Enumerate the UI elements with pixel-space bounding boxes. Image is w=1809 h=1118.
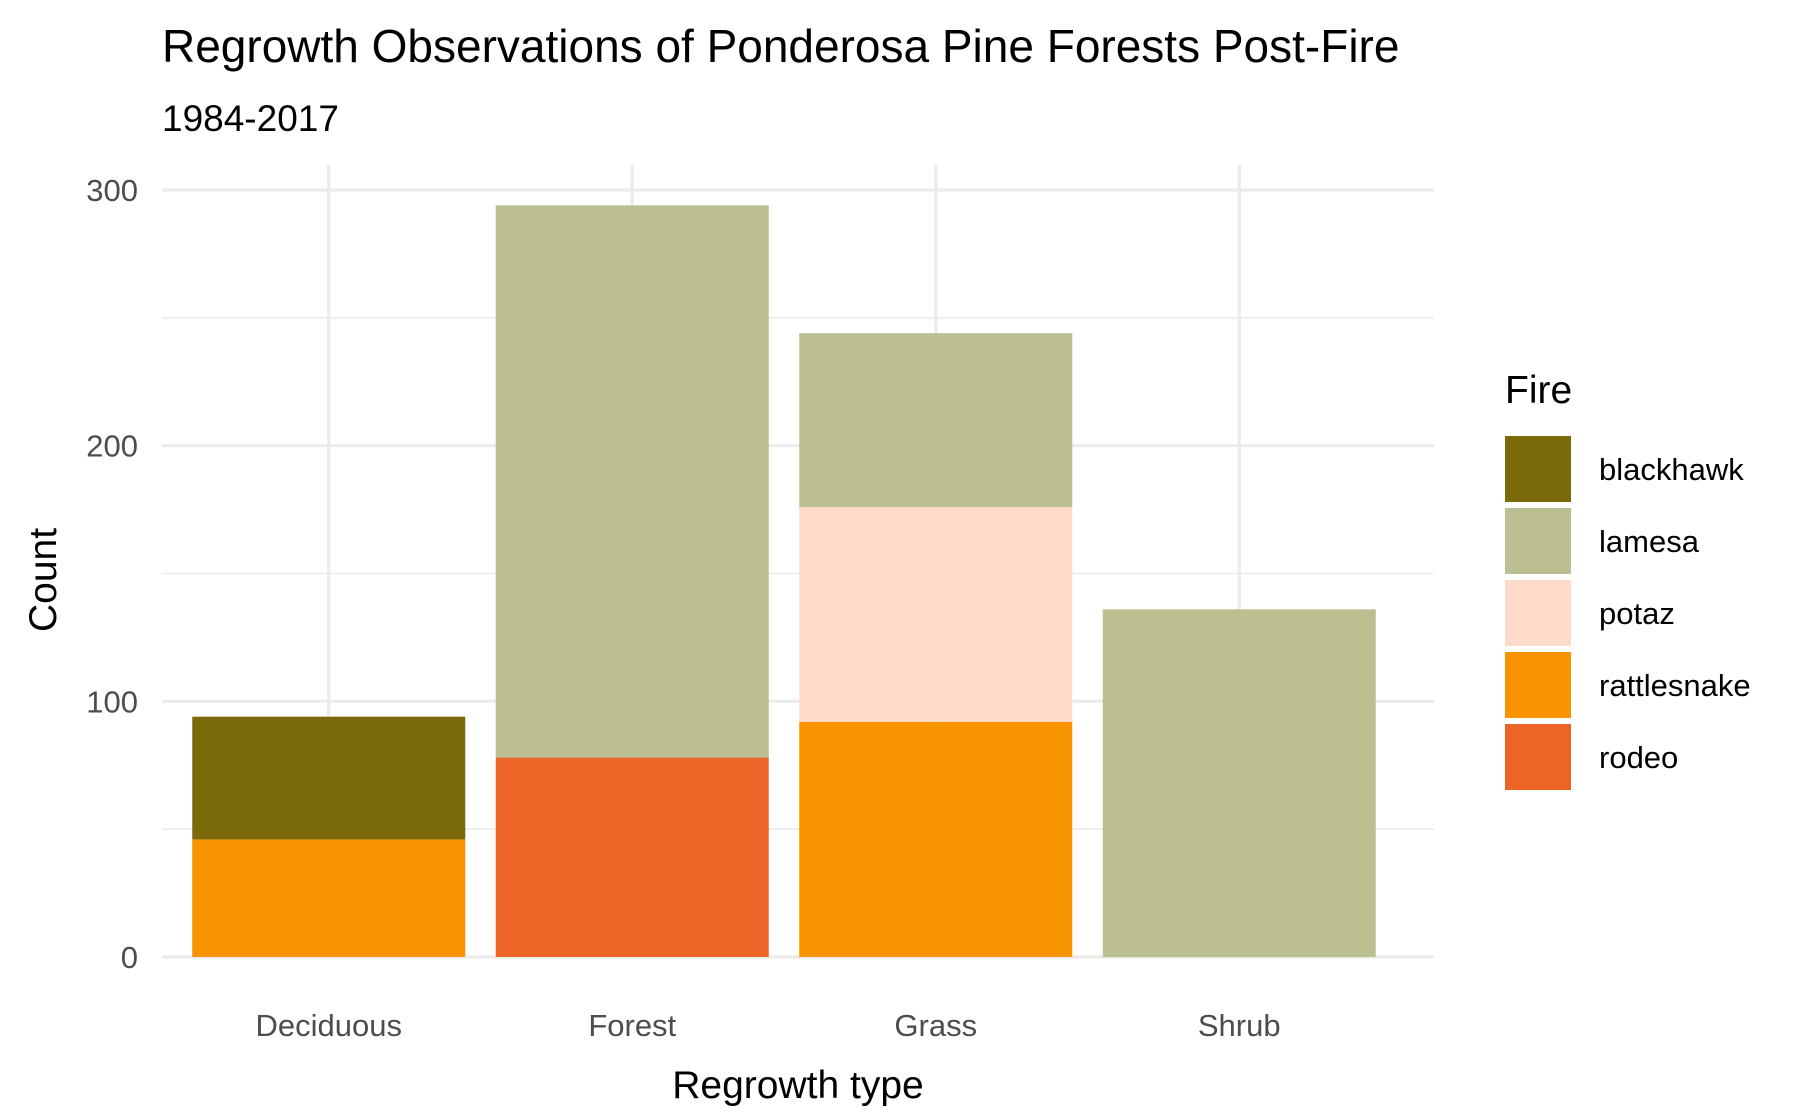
x-axis-tick-labels: Deciduous Forest Grass Shrub (256, 1008, 1281, 1043)
x-tick-label-grass: Grass (894, 1008, 977, 1043)
x-tick-label-deciduous: Deciduous (256, 1008, 402, 1043)
bar-shrub-lamesa (1102, 609, 1376, 957)
legend-label-potaz: potaz (1599, 596, 1675, 631)
bar-deciduous-blackhawk (192, 716, 466, 840)
y-tick-label-0: 0 (121, 940, 138, 975)
y-tick-label-200: 200 (86, 429, 138, 464)
y-axis-tick-labels: 0 100 200 300 (86, 173, 138, 975)
bars (192, 205, 1376, 957)
chart-title: Regrowth Observations of Ponderosa Pine … (162, 20, 1399, 72)
legend-key-blackhawk (1505, 436, 1571, 502)
legend-title: Fire (1505, 369, 1572, 412)
legend-items: blackhawk lamesa potaz rattlesnake rodeo (1505, 436, 1751, 790)
legend-label-rattlesnake: rattlesnake (1599, 668, 1751, 703)
y-tick-label-300: 300 (86, 173, 138, 208)
legend-label-lamesa: lamesa (1599, 524, 1700, 559)
y-tick-label-100: 100 (86, 684, 138, 719)
legend-key-rodeo (1505, 724, 1571, 790)
y-axis-title: Count (22, 528, 65, 632)
x-tick-label-shrub: Shrub (1198, 1008, 1281, 1043)
bar-deciduous-rattlesnake (192, 839, 466, 957)
x-axis-title: Regrowth type (672, 1064, 923, 1107)
bar-forest-rodeo (495, 757, 769, 957)
chart-subtitle: 1984-2017 (162, 98, 339, 139)
legend: Fire blackhawk lamesa potaz rattlesnake rode… (1505, 369, 1751, 790)
bar-grass-rattlesnake (799, 721, 1073, 957)
x-tick-label-forest: Forest (588, 1008, 676, 1043)
bar-forest-lamesa (495, 205, 769, 758)
legend-key-potaz (1505, 580, 1571, 646)
bar-grass-potaz (799, 507, 1073, 722)
legend-label-rodeo: rodeo (1599, 740, 1678, 775)
legend-key-rattlesnake (1505, 652, 1571, 718)
legend-key-lamesa (1505, 508, 1571, 574)
legend-label-blackhawk: blackhawk (1599, 452, 1744, 487)
bar-grass-lamesa (799, 333, 1073, 508)
